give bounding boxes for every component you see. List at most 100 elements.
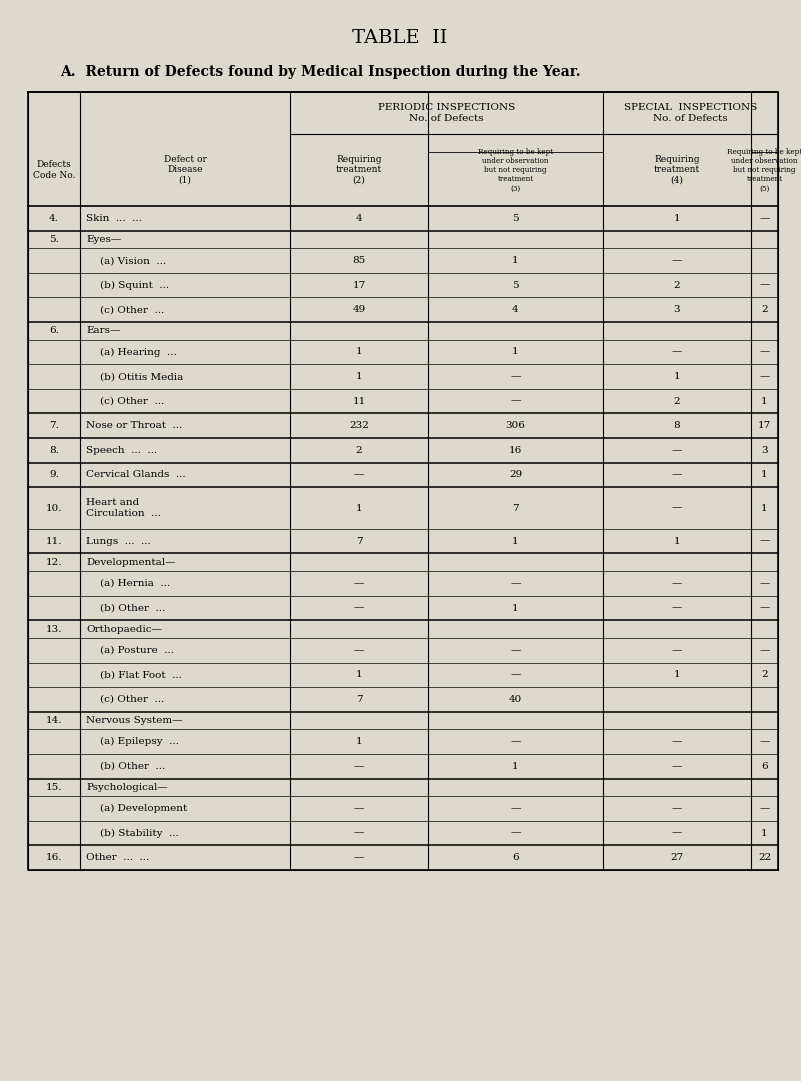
- Text: 29: 29: [509, 470, 522, 479]
- Text: 4: 4: [356, 214, 362, 223]
- Text: 4.: 4.: [49, 214, 59, 223]
- Text: 3: 3: [761, 445, 768, 455]
- Text: Requiring to be kept
under observation
but not requiring
treatment
(5): Requiring to be kept under observation b…: [727, 148, 801, 192]
- Text: (b) Squint  ...: (b) Squint ...: [100, 281, 169, 290]
- Text: Defect or
Disease
(1): Defect or Disease (1): [163, 155, 207, 185]
- Text: 85: 85: [352, 256, 365, 265]
- Text: 4: 4: [512, 305, 519, 315]
- Text: (a) Epilepsy  ...: (a) Epilepsy ...: [100, 737, 179, 746]
- Text: 49: 49: [352, 305, 365, 315]
- Text: 6: 6: [512, 853, 519, 863]
- Text: (b) Flat Foot  ...: (b) Flat Foot ...: [100, 670, 182, 679]
- Text: 11: 11: [352, 397, 365, 405]
- Text: 7: 7: [512, 504, 519, 512]
- Text: —: —: [759, 603, 770, 613]
- Text: 1: 1: [512, 762, 519, 771]
- Text: (a) Hernia  ...: (a) Hernia ...: [100, 579, 170, 588]
- Text: —: —: [672, 504, 682, 512]
- Text: —: —: [354, 804, 364, 813]
- Text: (c) Other  ...: (c) Other ...: [100, 695, 164, 704]
- Text: A.  Return of Defects found by Medical Inspection during the Year.: A. Return of Defects found by Medical In…: [60, 65, 581, 79]
- Text: (a) Vision  ...: (a) Vision ...: [100, 256, 166, 265]
- Text: —: —: [354, 853, 364, 863]
- Text: 11.: 11.: [46, 536, 62, 546]
- Text: 22: 22: [758, 853, 771, 863]
- Text: —: —: [759, 536, 770, 546]
- Text: —: —: [510, 670, 521, 679]
- Text: Developmental—: Developmental—: [86, 558, 175, 566]
- Text: (c) Other  ...: (c) Other ...: [100, 397, 164, 405]
- Text: —: —: [354, 829, 364, 838]
- Text: —: —: [672, 579, 682, 588]
- Text: —: —: [510, 804, 521, 813]
- Text: —: —: [354, 762, 364, 771]
- Text: —: —: [759, 281, 770, 290]
- Text: 17: 17: [352, 281, 365, 290]
- Text: —: —: [759, 645, 770, 655]
- Text: Requiring to be kept
under observation
but not requiring
treatment
(3): Requiring to be kept under observation b…: [478, 148, 553, 192]
- Text: 1: 1: [674, 214, 680, 223]
- Text: —: —: [759, 214, 770, 223]
- Text: 2: 2: [674, 281, 680, 290]
- Text: 1: 1: [512, 536, 519, 546]
- Text: 306: 306: [505, 422, 525, 430]
- Text: 2: 2: [761, 305, 768, 315]
- Text: 1: 1: [761, 829, 768, 838]
- Text: —: —: [672, 804, 682, 813]
- Text: 27: 27: [670, 853, 683, 863]
- Text: 5.: 5.: [49, 235, 59, 244]
- Text: Requiring
treatment
(4): Requiring treatment (4): [654, 155, 700, 185]
- Text: Nervous System—: Nervous System—: [86, 716, 183, 725]
- Text: Eyes—: Eyes—: [86, 235, 121, 244]
- Text: Cervical Glands  ...: Cervical Glands ...: [86, 470, 186, 479]
- Text: (b) Otitis Media: (b) Otitis Media: [100, 372, 183, 381]
- Text: Speech  ...  ...: Speech ... ...: [86, 445, 157, 455]
- Text: 1: 1: [356, 670, 362, 679]
- Text: 3: 3: [674, 305, 680, 315]
- Text: Other  ...  ...: Other ... ...: [86, 853, 149, 863]
- Text: 5: 5: [512, 214, 519, 223]
- Text: 9.: 9.: [49, 470, 59, 479]
- Text: 1: 1: [674, 536, 680, 546]
- Text: 1: 1: [761, 470, 768, 479]
- Text: 1: 1: [674, 372, 680, 381]
- Text: 12.: 12.: [46, 558, 62, 566]
- Text: —: —: [510, 397, 521, 405]
- Text: (b) Other  ...: (b) Other ...: [100, 603, 165, 613]
- Text: 6.: 6.: [49, 326, 59, 335]
- Text: SPECIAL  INSPECTIONS
No. of Defects: SPECIAL INSPECTIONS No. of Defects: [624, 104, 757, 123]
- Text: Skin  ...  ...: Skin ... ...: [86, 214, 142, 223]
- Text: —: —: [354, 603, 364, 613]
- Text: 8.: 8.: [49, 445, 59, 455]
- Text: 40: 40: [509, 695, 522, 704]
- Text: —: —: [672, 256, 682, 265]
- Text: (a) Development: (a) Development: [100, 804, 187, 813]
- Text: —: —: [759, 737, 770, 746]
- Text: 14.: 14.: [46, 716, 62, 725]
- Text: 7: 7: [356, 695, 362, 704]
- Text: 1: 1: [512, 603, 519, 613]
- Text: 5: 5: [512, 281, 519, 290]
- Text: —: —: [510, 737, 521, 746]
- Text: 1: 1: [356, 737, 362, 746]
- Text: Nose or Throat  ...: Nose or Throat ...: [86, 422, 183, 430]
- Text: 1: 1: [356, 504, 362, 512]
- Text: Orthopaedic—: Orthopaedic—: [86, 625, 162, 633]
- Text: —: —: [672, 445, 682, 455]
- Text: 1: 1: [761, 504, 768, 512]
- Text: Heart and
Circulation  ...: Heart and Circulation ...: [86, 498, 161, 518]
- Text: 2: 2: [674, 397, 680, 405]
- Text: 16: 16: [509, 445, 522, 455]
- Text: —: —: [354, 645, 364, 655]
- Text: (b) Other  ...: (b) Other ...: [100, 762, 165, 771]
- Text: —: —: [672, 737, 682, 746]
- Text: 1: 1: [512, 256, 519, 265]
- Text: 1: 1: [674, 670, 680, 679]
- Text: Requiring
treatment
(2): Requiring treatment (2): [336, 155, 382, 185]
- Text: —: —: [672, 829, 682, 838]
- Text: —: —: [672, 645, 682, 655]
- Text: Ears—: Ears—: [86, 326, 120, 335]
- Text: —: —: [510, 645, 521, 655]
- Text: 1: 1: [356, 347, 362, 357]
- Text: 10.: 10.: [46, 504, 62, 512]
